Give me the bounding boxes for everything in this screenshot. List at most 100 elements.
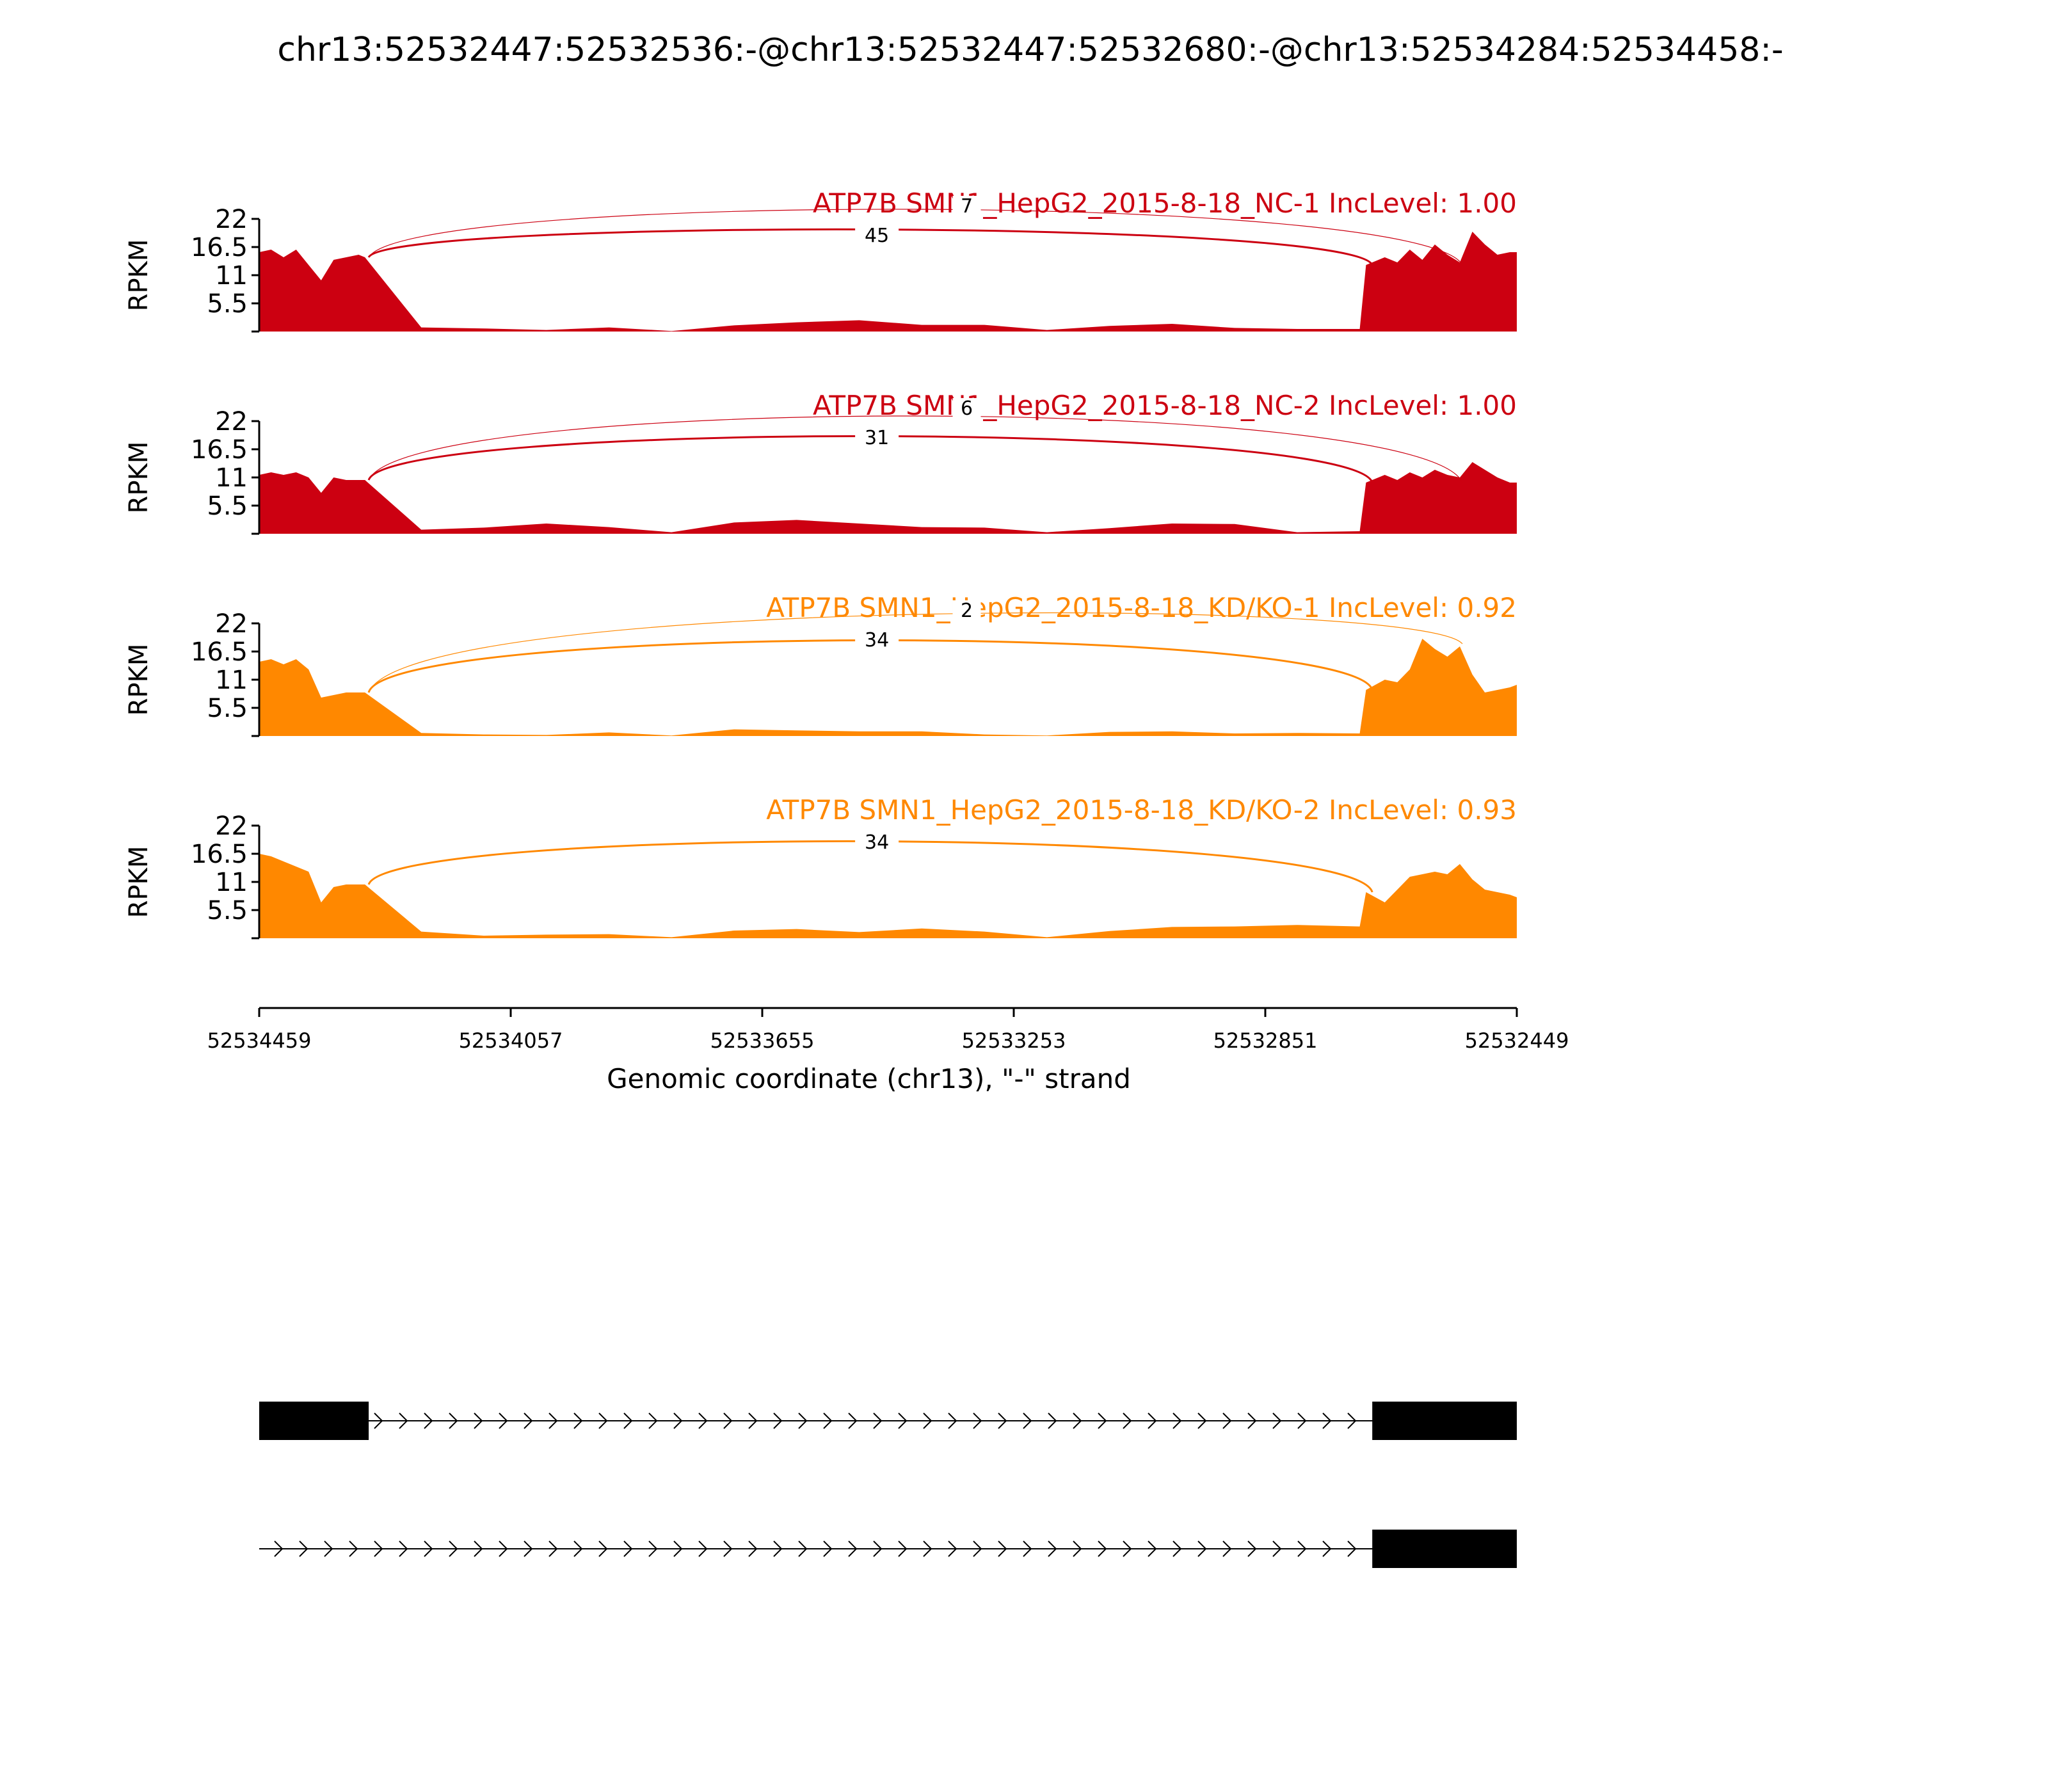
junction-count-short: 34 [865, 629, 889, 652]
strand-arrow [299, 1540, 308, 1557]
strand-arrow [1172, 1540, 1182, 1557]
strand-arrow [449, 1540, 458, 1557]
strand-arrow [1023, 1540, 1032, 1557]
strand-arrow [973, 1412, 982, 1429]
y-tick-label: 11 [215, 666, 248, 695]
x-tick-label: 52534459 [207, 1028, 312, 1053]
strand-arrow [598, 1540, 608, 1557]
strand-arrow [1172, 1412, 1182, 1429]
x-axis-label: Genomic coordinate (chr13), "-" strand [607, 1063, 1131, 1094]
strand-arrow [798, 1540, 808, 1557]
strand-arrow [623, 1412, 633, 1429]
strand-arrow [873, 1540, 883, 1557]
strand-arrow [773, 1540, 783, 1557]
strand-arrow [1048, 1412, 1057, 1429]
strand-arrow [524, 1540, 533, 1557]
strand-arrow [948, 1540, 957, 1557]
y-tick-label: 16.5 [191, 840, 248, 869]
junction-label-bg [952, 398, 981, 420]
strand-arrow [1023, 1412, 1032, 1429]
x-axis: 52534459 52534057 52533655 52533253 52532851… [207, 1007, 1569, 1094]
strand-arrow [1297, 1540, 1307, 1557]
gene-model-2 [259, 1530, 1517, 1568]
strand-arrow [1322, 1412, 1332, 1429]
strand-arrow [798, 1412, 808, 1429]
exon-block [1372, 1402, 1517, 1440]
junction-count-long: 7 [961, 195, 973, 218]
exon-block [1372, 1530, 1517, 1568]
strand-arrow [1272, 1412, 1282, 1429]
x-tick-label: 52532449 [1465, 1028, 1569, 1053]
coverage-area [259, 639, 1517, 736]
y-tick-label: 11 [215, 463, 248, 493]
strand-arrow [823, 1540, 833, 1557]
y-tick-label: 5.5 [207, 492, 248, 521]
strand-arrow [424, 1540, 433, 1557]
junction-label-bg [855, 428, 899, 449]
junction-count-long: 2 [961, 600, 973, 622]
strand-arrow [1222, 1412, 1232, 1429]
strand-arrow [1148, 1540, 1157, 1557]
strand-arrow [1148, 1412, 1157, 1429]
y-axis-label: RPKM [124, 644, 154, 716]
strand-arrow [898, 1540, 908, 1557]
strand-arrow [748, 1540, 758, 1557]
strand-arrow [449, 1412, 458, 1429]
y-axis-label: RPKM [124, 239, 154, 312]
strand-arrow [399, 1412, 408, 1429]
y-tick-label: 11 [215, 261, 248, 291]
strand-arrow [1247, 1540, 1257, 1557]
strand-arrow [923, 1412, 932, 1429]
y-tick-label: 22 [215, 407, 248, 436]
panel-title: ATP7B SMN1_HepG2_2015-8-18_KD/KO-1 IncLe… [766, 592, 1517, 623]
strand-arrow [773, 1412, 783, 1429]
strand-arrow [848, 1412, 858, 1429]
strand-arrow [1197, 1540, 1207, 1557]
y-tick-label: 16.5 [191, 435, 248, 465]
strand-arrow [998, 1412, 1007, 1429]
strand-arrow [1073, 1412, 1082, 1429]
strand-arrow [673, 1412, 683, 1429]
junction-label-bg [952, 600, 981, 622]
x-tick-label: 52533655 [710, 1028, 815, 1053]
strand-arrow [1048, 1540, 1057, 1557]
strand-arrow [1247, 1412, 1257, 1429]
strand-arrow [923, 1540, 932, 1557]
strand-arrow [823, 1412, 833, 1429]
x-tick-label: 52533253 [962, 1028, 1066, 1053]
strand-arrow [1272, 1540, 1282, 1557]
strand-arrow [374, 1540, 383, 1557]
strand-arrow [1322, 1540, 1332, 1557]
strand-arrow [648, 1540, 658, 1557]
figure-title: chr13:52532447:52532536:-@chr13:52532447… [277, 31, 1783, 69]
strand-arrow [723, 1540, 733, 1557]
strand-arrow [1297, 1412, 1307, 1429]
strand-arrow [748, 1412, 758, 1429]
strand-arrow [474, 1540, 483, 1557]
y-tick-label: 5.5 [207, 289, 248, 319]
junction-label-bg [855, 832, 899, 854]
strand-arrow [399, 1540, 408, 1557]
strand-arrow [548, 1540, 558, 1557]
strand-arrow [474, 1412, 483, 1429]
strand-arrow [1197, 1412, 1207, 1429]
junction-count-short: 31 [865, 427, 889, 449]
strand-arrow [1098, 1412, 1107, 1429]
strand-arrow [973, 1540, 982, 1557]
strand-arrow [648, 1412, 658, 1429]
strand-arrow [1347, 1540, 1357, 1557]
strand-arrow [1222, 1540, 1232, 1557]
junction-count-long: 6 [961, 397, 973, 420]
exon-block [259, 1402, 369, 1440]
junction-arc-long [368, 612, 1463, 693]
strand-arrow [698, 1540, 708, 1557]
panel-title: ATP7B SMN1_HepG2_2015-8-18_NC-2 IncLevel… [813, 390, 1517, 421]
strand-arrow [623, 1540, 633, 1557]
strand-arrow [573, 1412, 583, 1429]
panel-title: ATP7B SMN1_HepG2_2015-8-18_NC-1 IncLevel… [813, 188, 1517, 219]
strand-arrow [1123, 1412, 1132, 1429]
